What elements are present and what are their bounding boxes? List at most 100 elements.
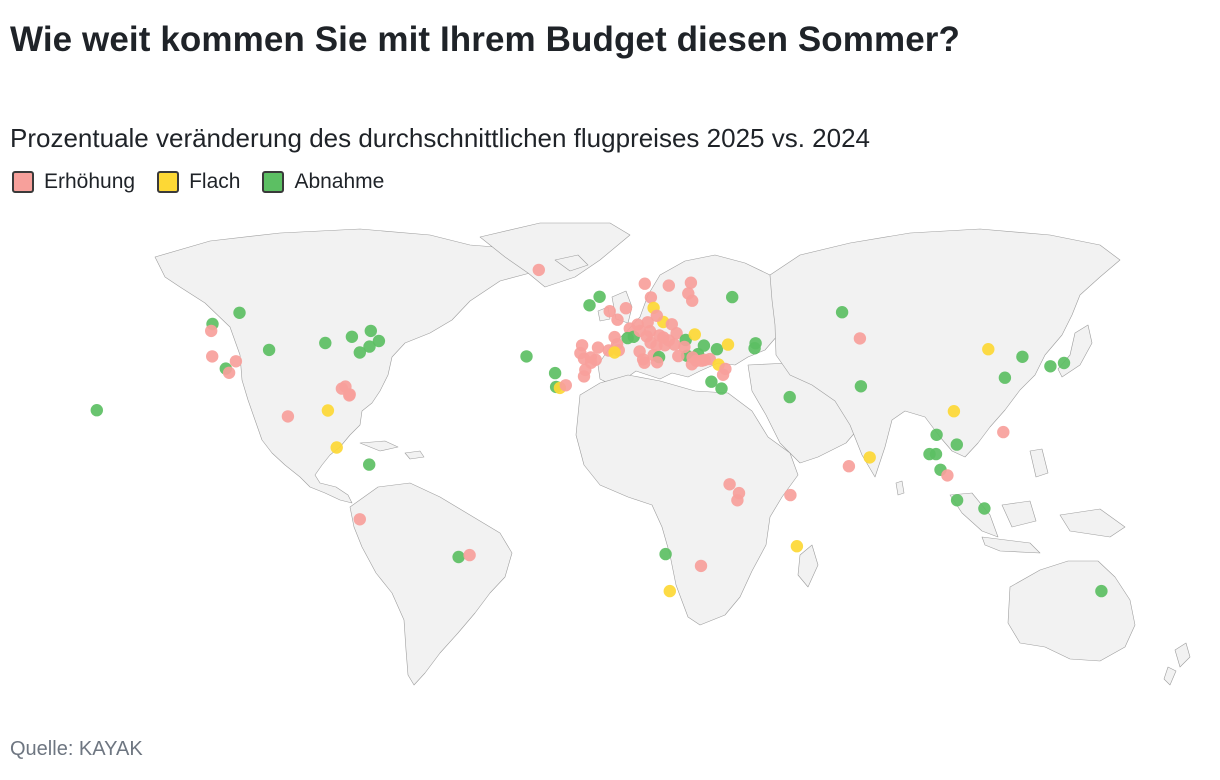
- city-point-95: [721, 338, 735, 351]
- city-point-126: [930, 428, 943, 441]
- city-point-2: [205, 324, 218, 338]
- land-sri-lanka: [895, 480, 905, 496]
- land-madagascar: [797, 544, 819, 588]
- city-point-114: [731, 494, 744, 507]
- land-masses: [154, 222, 1191, 686]
- city-point-13: [363, 340, 376, 353]
- chart-subtitle: Prozentuale veränderung des durchschnitt…: [10, 123, 870, 153]
- city-point-14: [353, 346, 366, 359]
- city-point-21: [330, 441, 343, 454]
- city-point-131: [941, 469, 954, 482]
- city-point-100: [715, 382, 728, 395]
- city-point-19: [281, 410, 295, 423]
- city-point-76: [670, 327, 683, 340]
- city-point-81: [710, 343, 724, 356]
- city-point-107: [835, 306, 849, 319]
- land-caribbean: [359, 440, 425, 460]
- city-point-77: [668, 338, 681, 351]
- legend: Erhöhung Flach Abnahme: [12, 170, 384, 194]
- city-point-55: [591, 341, 605, 354]
- city-point-117: [659, 547, 672, 561]
- city-point-120: [982, 343, 995, 356]
- city-point-22: [363, 458, 376, 471]
- city-point-7: [229, 355, 243, 368]
- city-point-134: [978, 502, 991, 515]
- city-point-46: [650, 309, 663, 322]
- city-point-36: [619, 302, 633, 315]
- city-point-37: [644, 291, 658, 304]
- land-new-zealand: [1163, 642, 1191, 686]
- city-point-72: [650, 356, 664, 369]
- city-point-99: [705, 375, 718, 388]
- legend-item-decrease: Abnahme: [262, 170, 384, 194]
- legend-label-increase: Erhöhung: [44, 170, 136, 193]
- land-south-america: [349, 482, 513, 686]
- city-point-122: [998, 371, 1012, 384]
- city-point-20: [321, 404, 335, 417]
- legend-swatch-flat: [157, 171, 180, 193]
- city-point-133: [950, 494, 964, 507]
- city-point-94: [716, 368, 730, 381]
- city-point-135: [1095, 584, 1108, 598]
- land-australia: [1007, 560, 1136, 662]
- city-point-116: [790, 540, 804, 553]
- city-point-125: [947, 405, 961, 418]
- legend-item-flat: Flach: [157, 170, 240, 194]
- city-point-33: [593, 290, 606, 303]
- land-iceland: [554, 254, 589, 272]
- city-point-79: [688, 328, 701, 341]
- city-point-102: [638, 356, 651, 369]
- city-point-62: [608, 346, 621, 359]
- city-point-112: [723, 478, 736, 491]
- city-point-86: [678, 340, 691, 354]
- land-se-asia-islands: [949, 448, 1126, 554]
- city-point-24: [452, 550, 465, 564]
- city-point-6: [222, 366, 236, 379]
- legend-swatch-increase: [12, 171, 34, 193]
- city-point-51: [621, 331, 634, 345]
- city-point-4: [206, 350, 219, 363]
- land-greenland: [479, 222, 631, 288]
- city-point-89: [672, 349, 685, 363]
- legend-label-flat: Flach: [189, 170, 241, 193]
- city-point-10: [345, 330, 359, 343]
- city-point-27: [520, 350, 533, 363]
- city-point-132: [997, 425, 1010, 439]
- world-map: [90, 222, 1191, 686]
- city-point-127: [950, 438, 963, 451]
- city-point-11: [364, 324, 377, 338]
- city-point-118: [694, 559, 708, 573]
- city-point-38: [638, 277, 651, 290]
- city-point-75: [653, 329, 666, 342]
- city-point-109: [854, 380, 868, 393]
- land-africa: [575, 374, 799, 626]
- city-point-110: [842, 460, 856, 473]
- city-point-18: [343, 388, 356, 401]
- city-point-105: [584, 356, 598, 369]
- city-point-123: [1057, 356, 1071, 370]
- legend-label-decrease: Abnahme: [294, 170, 385, 193]
- city-point-121: [1016, 350, 1029, 363]
- city-point-0: [90, 404, 104, 417]
- city-point-25: [463, 548, 476, 562]
- legend-swatch-decrease: [262, 171, 285, 193]
- city-point-31: [559, 379, 572, 392]
- city-point-28: [548, 366, 562, 380]
- city-point-111: [863, 451, 876, 464]
- city-point-9: [319, 336, 332, 350]
- city-point-91: [695, 354, 708, 367]
- city-point-106: [783, 390, 796, 404]
- city-point-42: [686, 294, 699, 307]
- city-point-39: [662, 279, 675, 292]
- city-point-12: [372, 334, 386, 348]
- city-point-23: [353, 513, 366, 526]
- city-point-98: [726, 290, 739, 304]
- city-point-26: [532, 263, 545, 277]
- city-point-129: [923, 447, 936, 461]
- source-note: Quelle: KAYAK: [10, 738, 143, 760]
- city-point-108: [853, 332, 867, 345]
- land-north-america: [154, 228, 546, 504]
- city-point-32: [583, 299, 596, 312]
- city-point-119: [663, 584, 676, 598]
- city-point-104: [577, 370, 591, 383]
